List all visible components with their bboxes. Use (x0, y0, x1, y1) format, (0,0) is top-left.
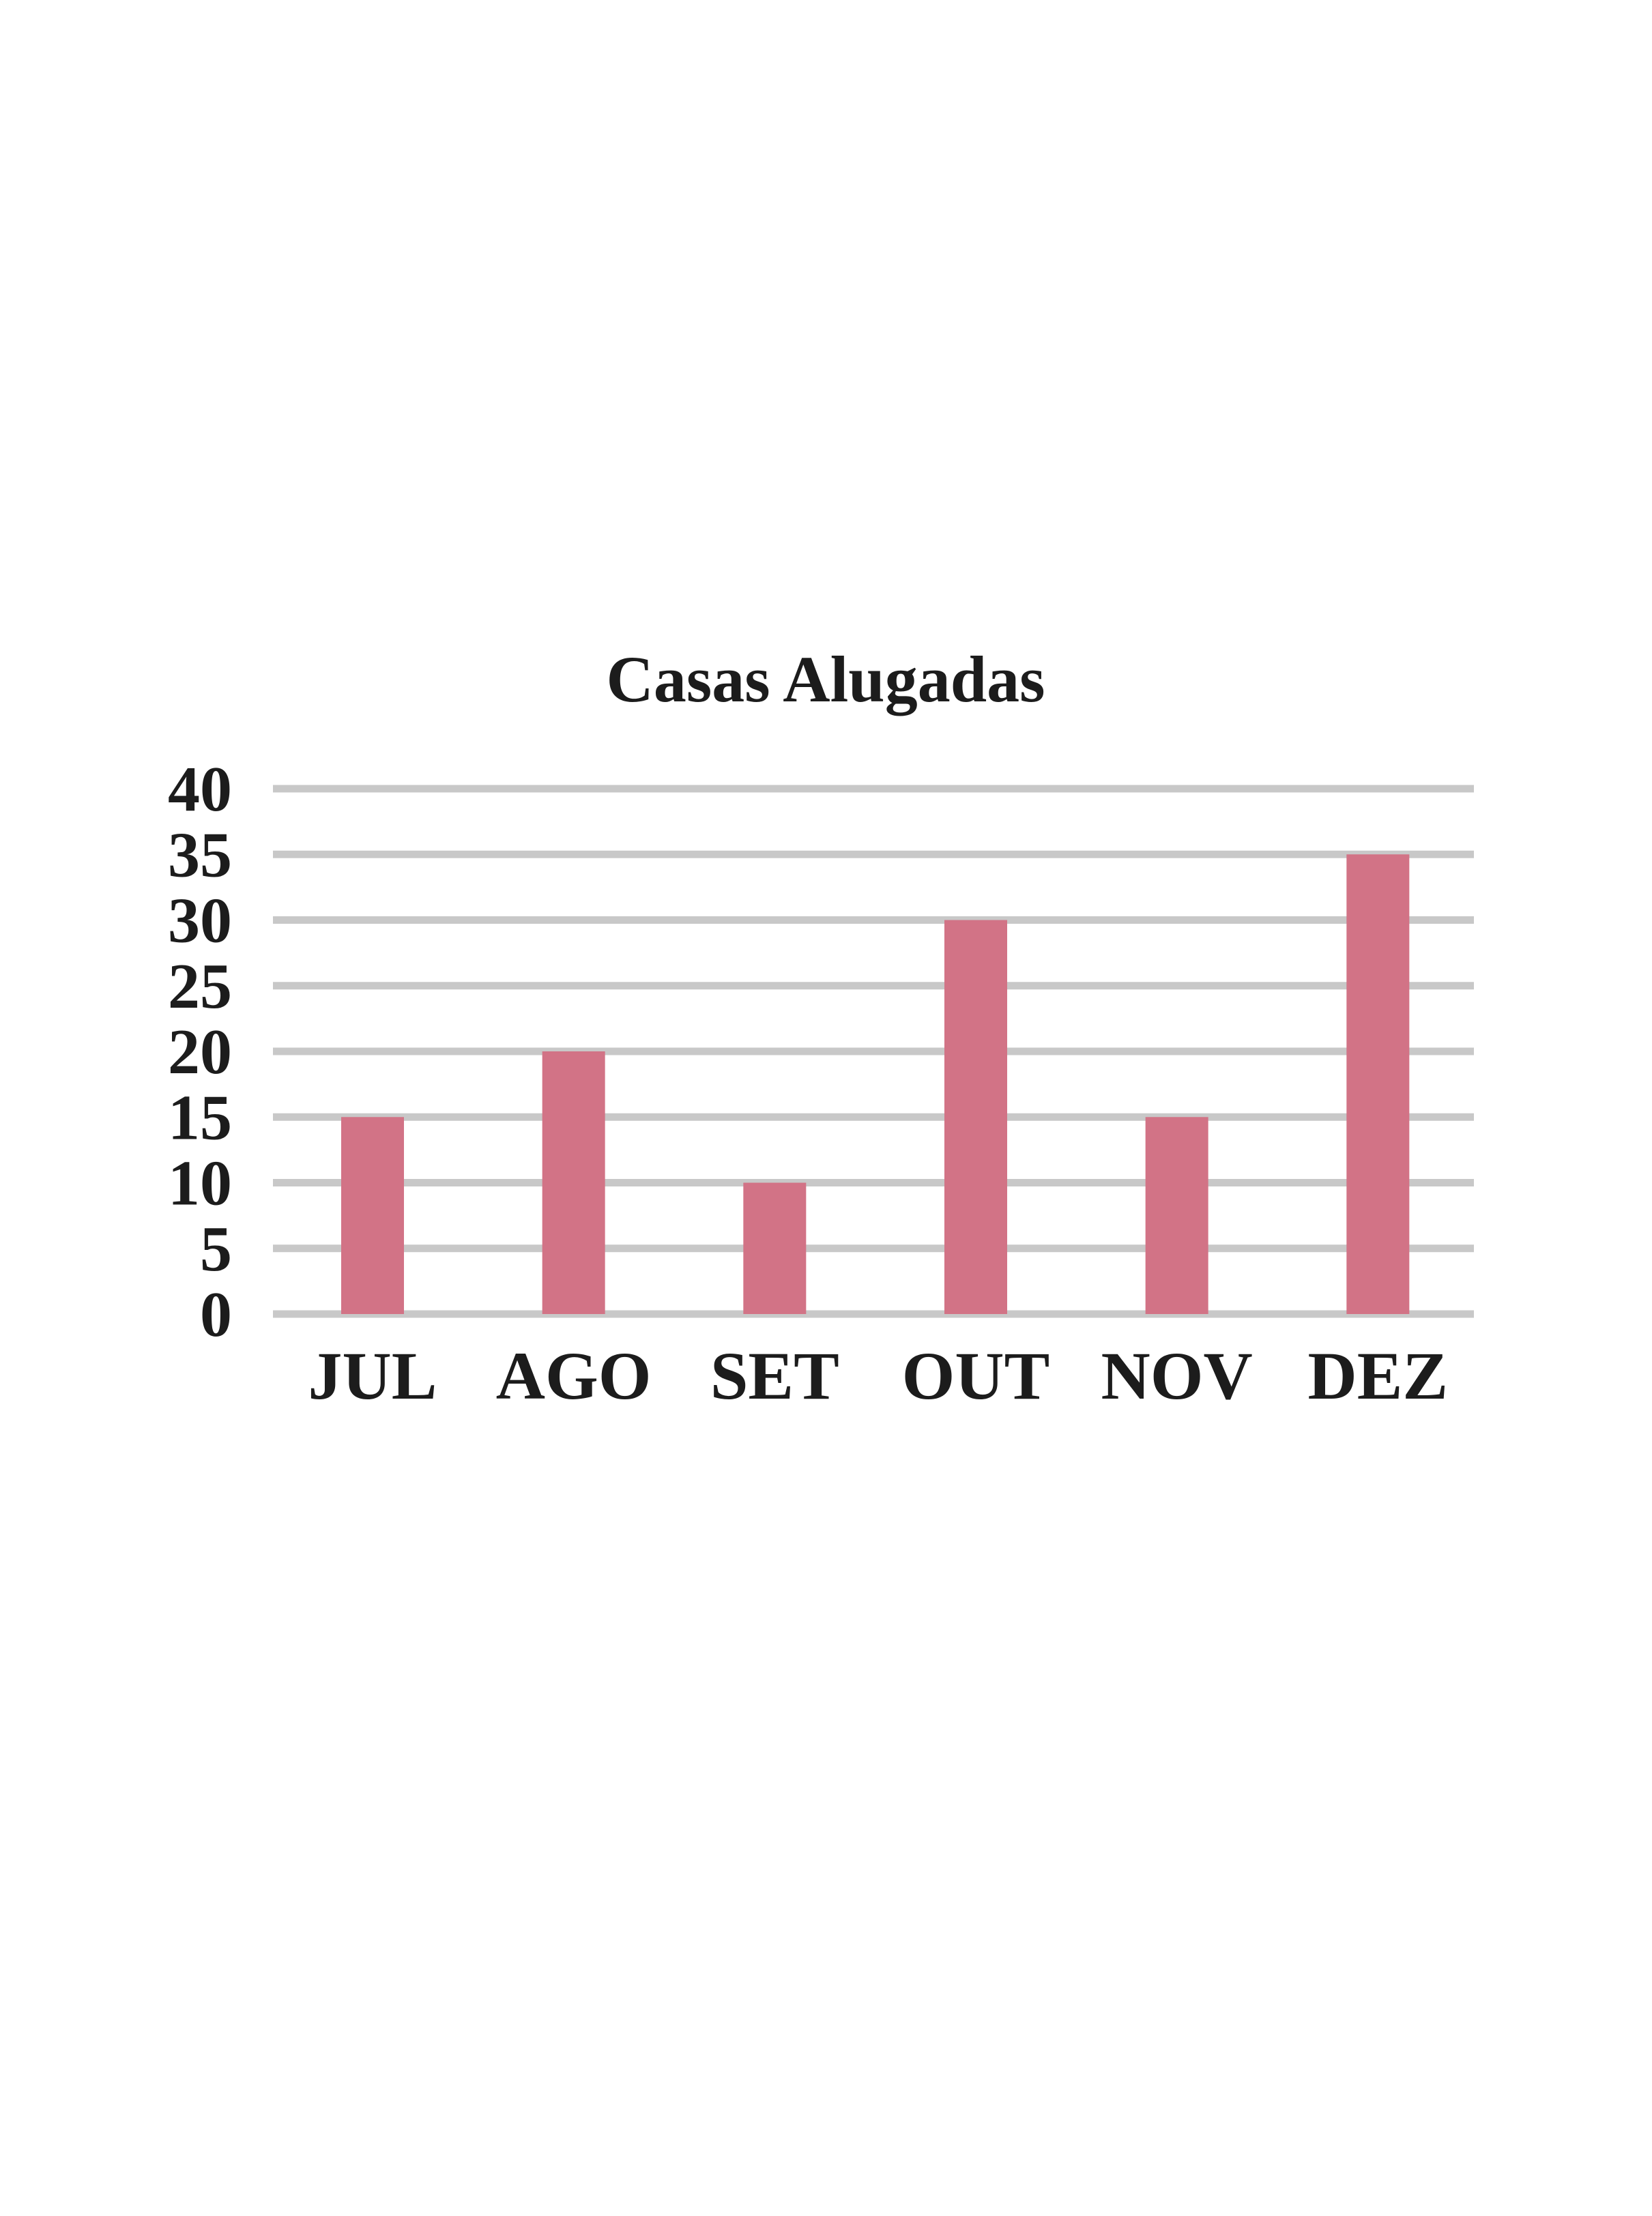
bar-dez (1346, 854, 1410, 1314)
y-tick-label: 25 (168, 951, 232, 1022)
x-category-label: SET (710, 1338, 839, 1414)
y-tick-label: 0 (200, 1279, 232, 1350)
y-tick-label: 30 (168, 886, 232, 957)
bar-nov (1145, 1117, 1208, 1314)
y-tick-label: 35 (168, 819, 232, 890)
bar-out (944, 920, 1007, 1314)
x-category-label: AGO (496, 1338, 652, 1414)
bar-jul (341, 1117, 404, 1314)
bars (341, 854, 1410, 1314)
x-category-label: JUL (308, 1338, 437, 1414)
y-tick-label: 15 (168, 1082, 232, 1153)
chart-title: Casas Alugadas (607, 643, 1045, 716)
x-category-label: OUT (902, 1338, 1050, 1414)
bar-set (743, 1182, 807, 1314)
x-category-label: DEZ (1308, 1338, 1449, 1414)
x-axis-category-labels: JUL AGO SET OUT NOV DEZ (308, 1338, 1449, 1414)
bar-ago (542, 1051, 605, 1314)
y-tick-label: 5 (200, 1214, 232, 1285)
y-tick-label: 20 (168, 1017, 232, 1088)
y-tick-label: 10 (168, 1148, 232, 1219)
y-tick-label: 40 (168, 754, 232, 825)
x-category-label: NOV (1101, 1338, 1253, 1414)
gridlines (273, 785, 1474, 1318)
